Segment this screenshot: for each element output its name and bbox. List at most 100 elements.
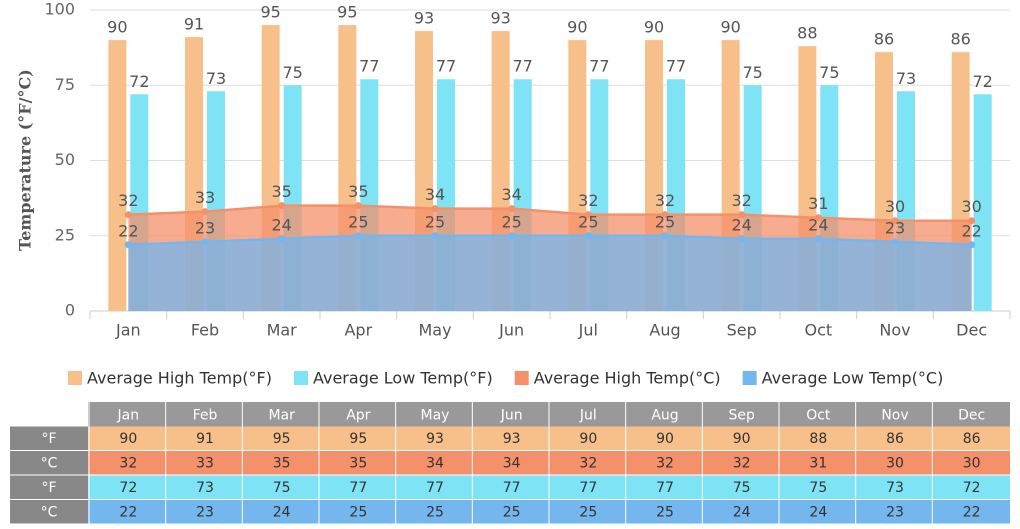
legend-label: Average High Temp(°C)	[534, 369, 721, 388]
data-label: 75	[742, 63, 762, 82]
table-cell: 91	[196, 431, 214, 447]
data-label: 35	[271, 182, 291, 201]
point	[814, 214, 822, 222]
data-label: 90	[567, 18, 587, 37]
table-cell: 30	[963, 455, 981, 471]
point	[891, 217, 899, 225]
data-label: 75	[819, 63, 839, 82]
table-cell: 24	[273, 504, 291, 520]
point	[814, 235, 822, 243]
table-cell: 86	[963, 431, 981, 447]
x-tick-label: Dec	[956, 321, 987, 340]
x-tick-label: Nov	[879, 321, 910, 340]
table-cell: 35	[273, 455, 291, 471]
table-cell: 77	[426, 480, 444, 496]
table-row-label: °F	[41, 431, 56, 447]
point	[661, 232, 669, 240]
table-cell: 75	[273, 480, 291, 496]
data-label: 32	[731, 191, 751, 210]
data-label: 32	[118, 191, 138, 210]
point	[738, 235, 746, 243]
table-cell: 23	[196, 504, 214, 520]
table-cell: 95	[273, 431, 291, 447]
table-cell: 25	[579, 504, 597, 520]
bar	[108, 40, 127, 311]
table-cell: 86	[886, 431, 904, 447]
data-label: 77	[666, 57, 686, 76]
point	[431, 232, 439, 240]
table-cell: 32	[656, 455, 674, 471]
data-label: 32	[655, 191, 675, 210]
data-label: 90	[107, 18, 127, 37]
x-tick-label: Apr	[344, 321, 372, 340]
table-header: Sep	[728, 407, 755, 423]
table-cell: 25	[656, 504, 674, 520]
data-label: 77	[359, 57, 379, 76]
point	[124, 241, 132, 249]
table-row-label: °F	[41, 480, 56, 496]
point	[738, 211, 746, 219]
x-tick-label: Oct	[804, 321, 832, 340]
x-tick-label: Jul	[578, 321, 598, 340]
table-header: Jan	[117, 407, 140, 423]
table-cell: 33	[196, 455, 214, 471]
point	[278, 235, 286, 243]
table-cell: 24	[733, 504, 751, 520]
table-cell: 32	[733, 455, 751, 471]
data-label: 34	[425, 185, 445, 204]
data-label: 73	[896, 69, 916, 88]
table-cell: 73	[886, 480, 904, 496]
data-label: 22	[118, 221, 138, 240]
legend-label: Average High Temp(°F)	[87, 369, 272, 388]
point	[431, 205, 439, 213]
area-line	[128, 234, 972, 247]
x-tick-label: Feb	[191, 321, 219, 340]
data-label: 25	[501, 212, 521, 231]
table-cell: 31	[809, 455, 827, 471]
point	[891, 238, 899, 246]
table-header: Jun	[500, 407, 523, 423]
table-row-label-bg	[10, 451, 88, 475]
data-label: 72	[972, 72, 992, 91]
point	[584, 211, 592, 219]
table-cell: 93	[503, 431, 521, 447]
x-tick-label: Mar	[267, 321, 298, 340]
data-label: 73	[206, 69, 226, 88]
y-tick-label: 0	[65, 301, 75, 320]
data-label: 34	[501, 185, 521, 204]
table-row-label-bg	[10, 500, 88, 524]
legend-swatch	[742, 371, 757, 385]
data-label: 33	[195, 188, 215, 207]
point	[968, 241, 976, 249]
table-cell: 30	[886, 455, 904, 471]
table-cell: 95	[349, 431, 367, 447]
data-label: 30	[961, 197, 981, 216]
table-header: Mar	[268, 407, 295, 423]
table-cell: 25	[426, 504, 444, 520]
point	[508, 232, 516, 240]
table-row-label-bg	[10, 426, 88, 450]
table-header: Jul	[579, 407, 597, 423]
point	[278, 202, 286, 210]
table-cell: 93	[426, 431, 444, 447]
y-tick-label: 25	[55, 225, 75, 244]
point	[201, 238, 209, 246]
table-header: May	[421, 407, 450, 423]
data-label: 25	[348, 212, 368, 231]
table-row-label: °C	[41, 504, 58, 520]
x-tick-label: Jun	[498, 321, 524, 340]
data-label: 95	[337, 3, 357, 22]
data-label: 23	[195, 218, 215, 237]
table-cell: 90	[656, 431, 674, 447]
data-label: 31	[808, 194, 828, 213]
table-cell: 77	[579, 480, 597, 496]
point	[968, 217, 976, 225]
table-cell: 90	[119, 431, 137, 447]
y-axis-title: Temperature (°F/°C)	[16, 69, 35, 251]
table-cell: 90	[579, 431, 597, 447]
legend-label: Average Low Temp(°C)	[762, 369, 944, 388]
table-header: Aug	[651, 407, 678, 423]
data-label: 72	[129, 72, 149, 91]
point	[354, 202, 362, 210]
